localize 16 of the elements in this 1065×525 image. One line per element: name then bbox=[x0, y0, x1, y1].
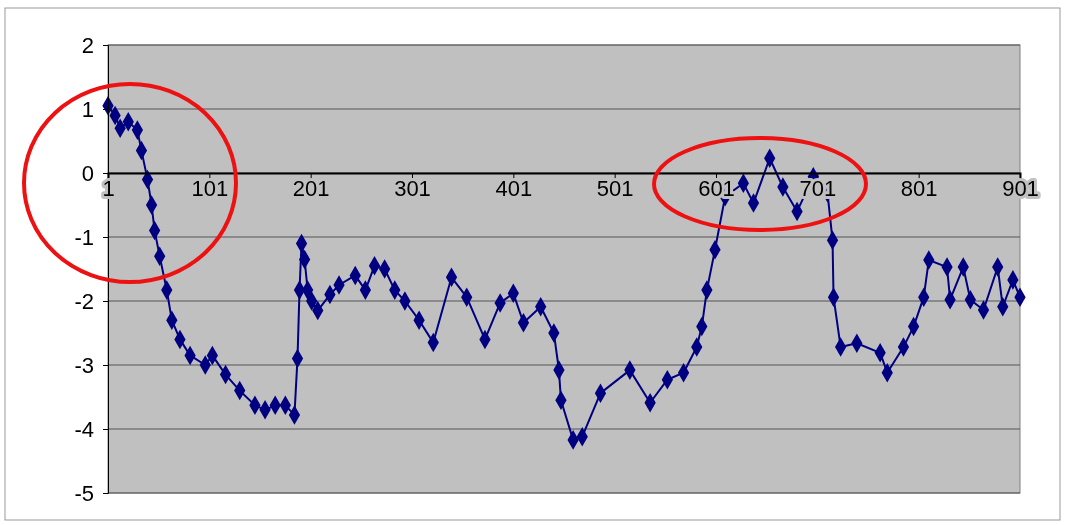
y-tick-label: 1 bbox=[81, 96, 94, 122]
y-tick-label: -4 bbox=[74, 416, 94, 442]
x-tick-label: 501 bbox=[596, 176, 634, 201]
x-tick-label: 201 bbox=[292, 176, 330, 201]
y-tick-label: -1 bbox=[74, 224, 94, 250]
y-tick-label: -3 bbox=[74, 352, 94, 378]
x-tick-label: 601 bbox=[698, 176, 735, 201]
x-tick-label: 301 bbox=[394, 176, 431, 201]
y-tick-label: 0 bbox=[81, 160, 94, 186]
x-tick-label: 801 bbox=[900, 176, 938, 201]
y-tick-label: -2 bbox=[74, 288, 94, 314]
y-tick-label: -5 bbox=[74, 480, 94, 506]
x-tick-label: 901 bbox=[1002, 176, 1039, 201]
y-tick-label: 2 bbox=[81, 32, 94, 58]
x-tick-label: 101 bbox=[191, 176, 229, 201]
x-tick-label: 401 bbox=[495, 176, 533, 201]
